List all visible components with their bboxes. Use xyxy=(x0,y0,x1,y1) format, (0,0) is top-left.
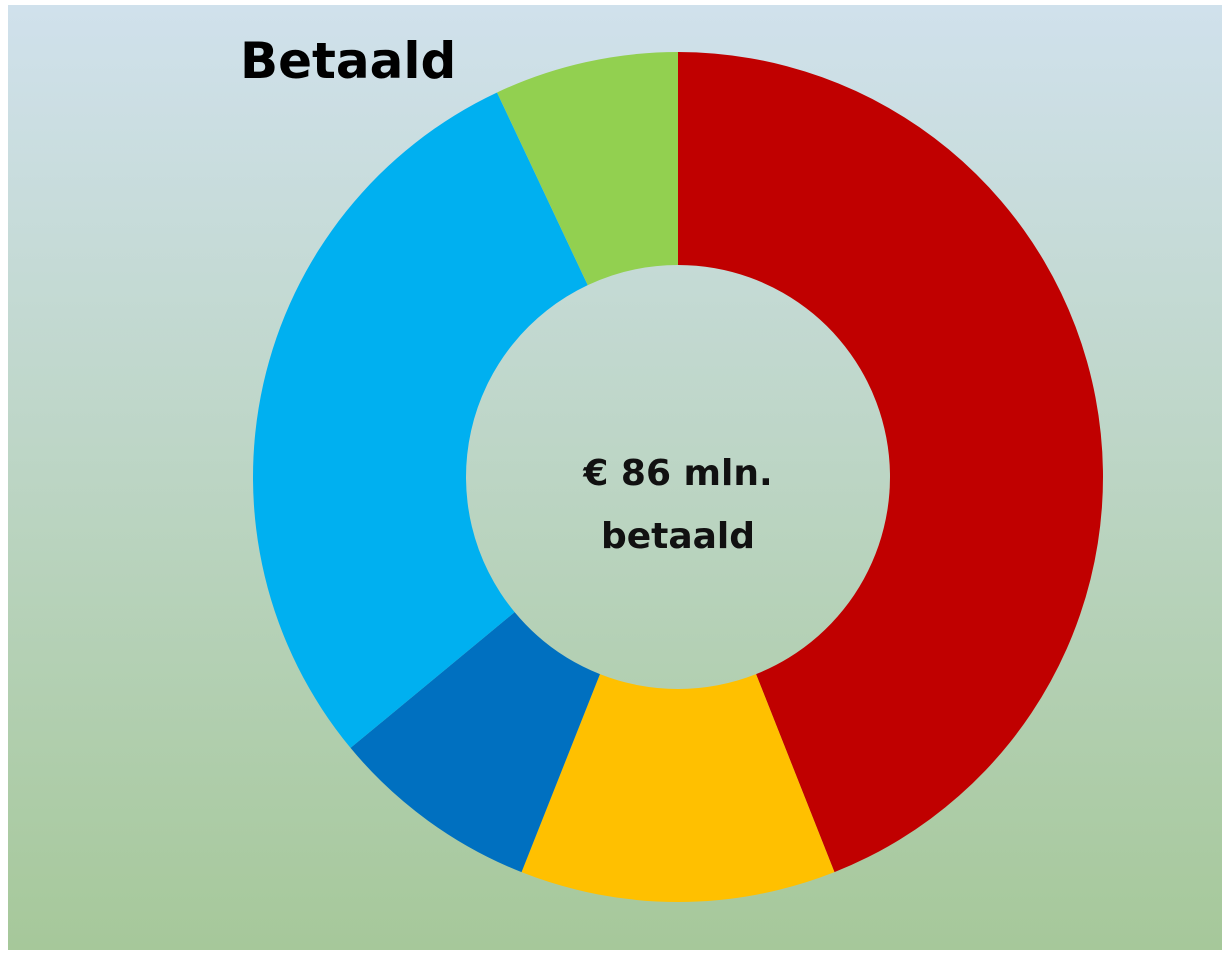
donut-slice xyxy=(350,612,600,873)
center-label: betaald xyxy=(601,516,755,557)
chart-title: Betaald xyxy=(240,32,456,90)
donut-slice xyxy=(497,52,678,286)
center-label: € 86 mln. xyxy=(582,453,772,494)
donut-slice xyxy=(678,52,1103,873)
donut xyxy=(253,52,1103,903)
donut-slice xyxy=(253,92,588,748)
donut-slice xyxy=(521,674,835,903)
